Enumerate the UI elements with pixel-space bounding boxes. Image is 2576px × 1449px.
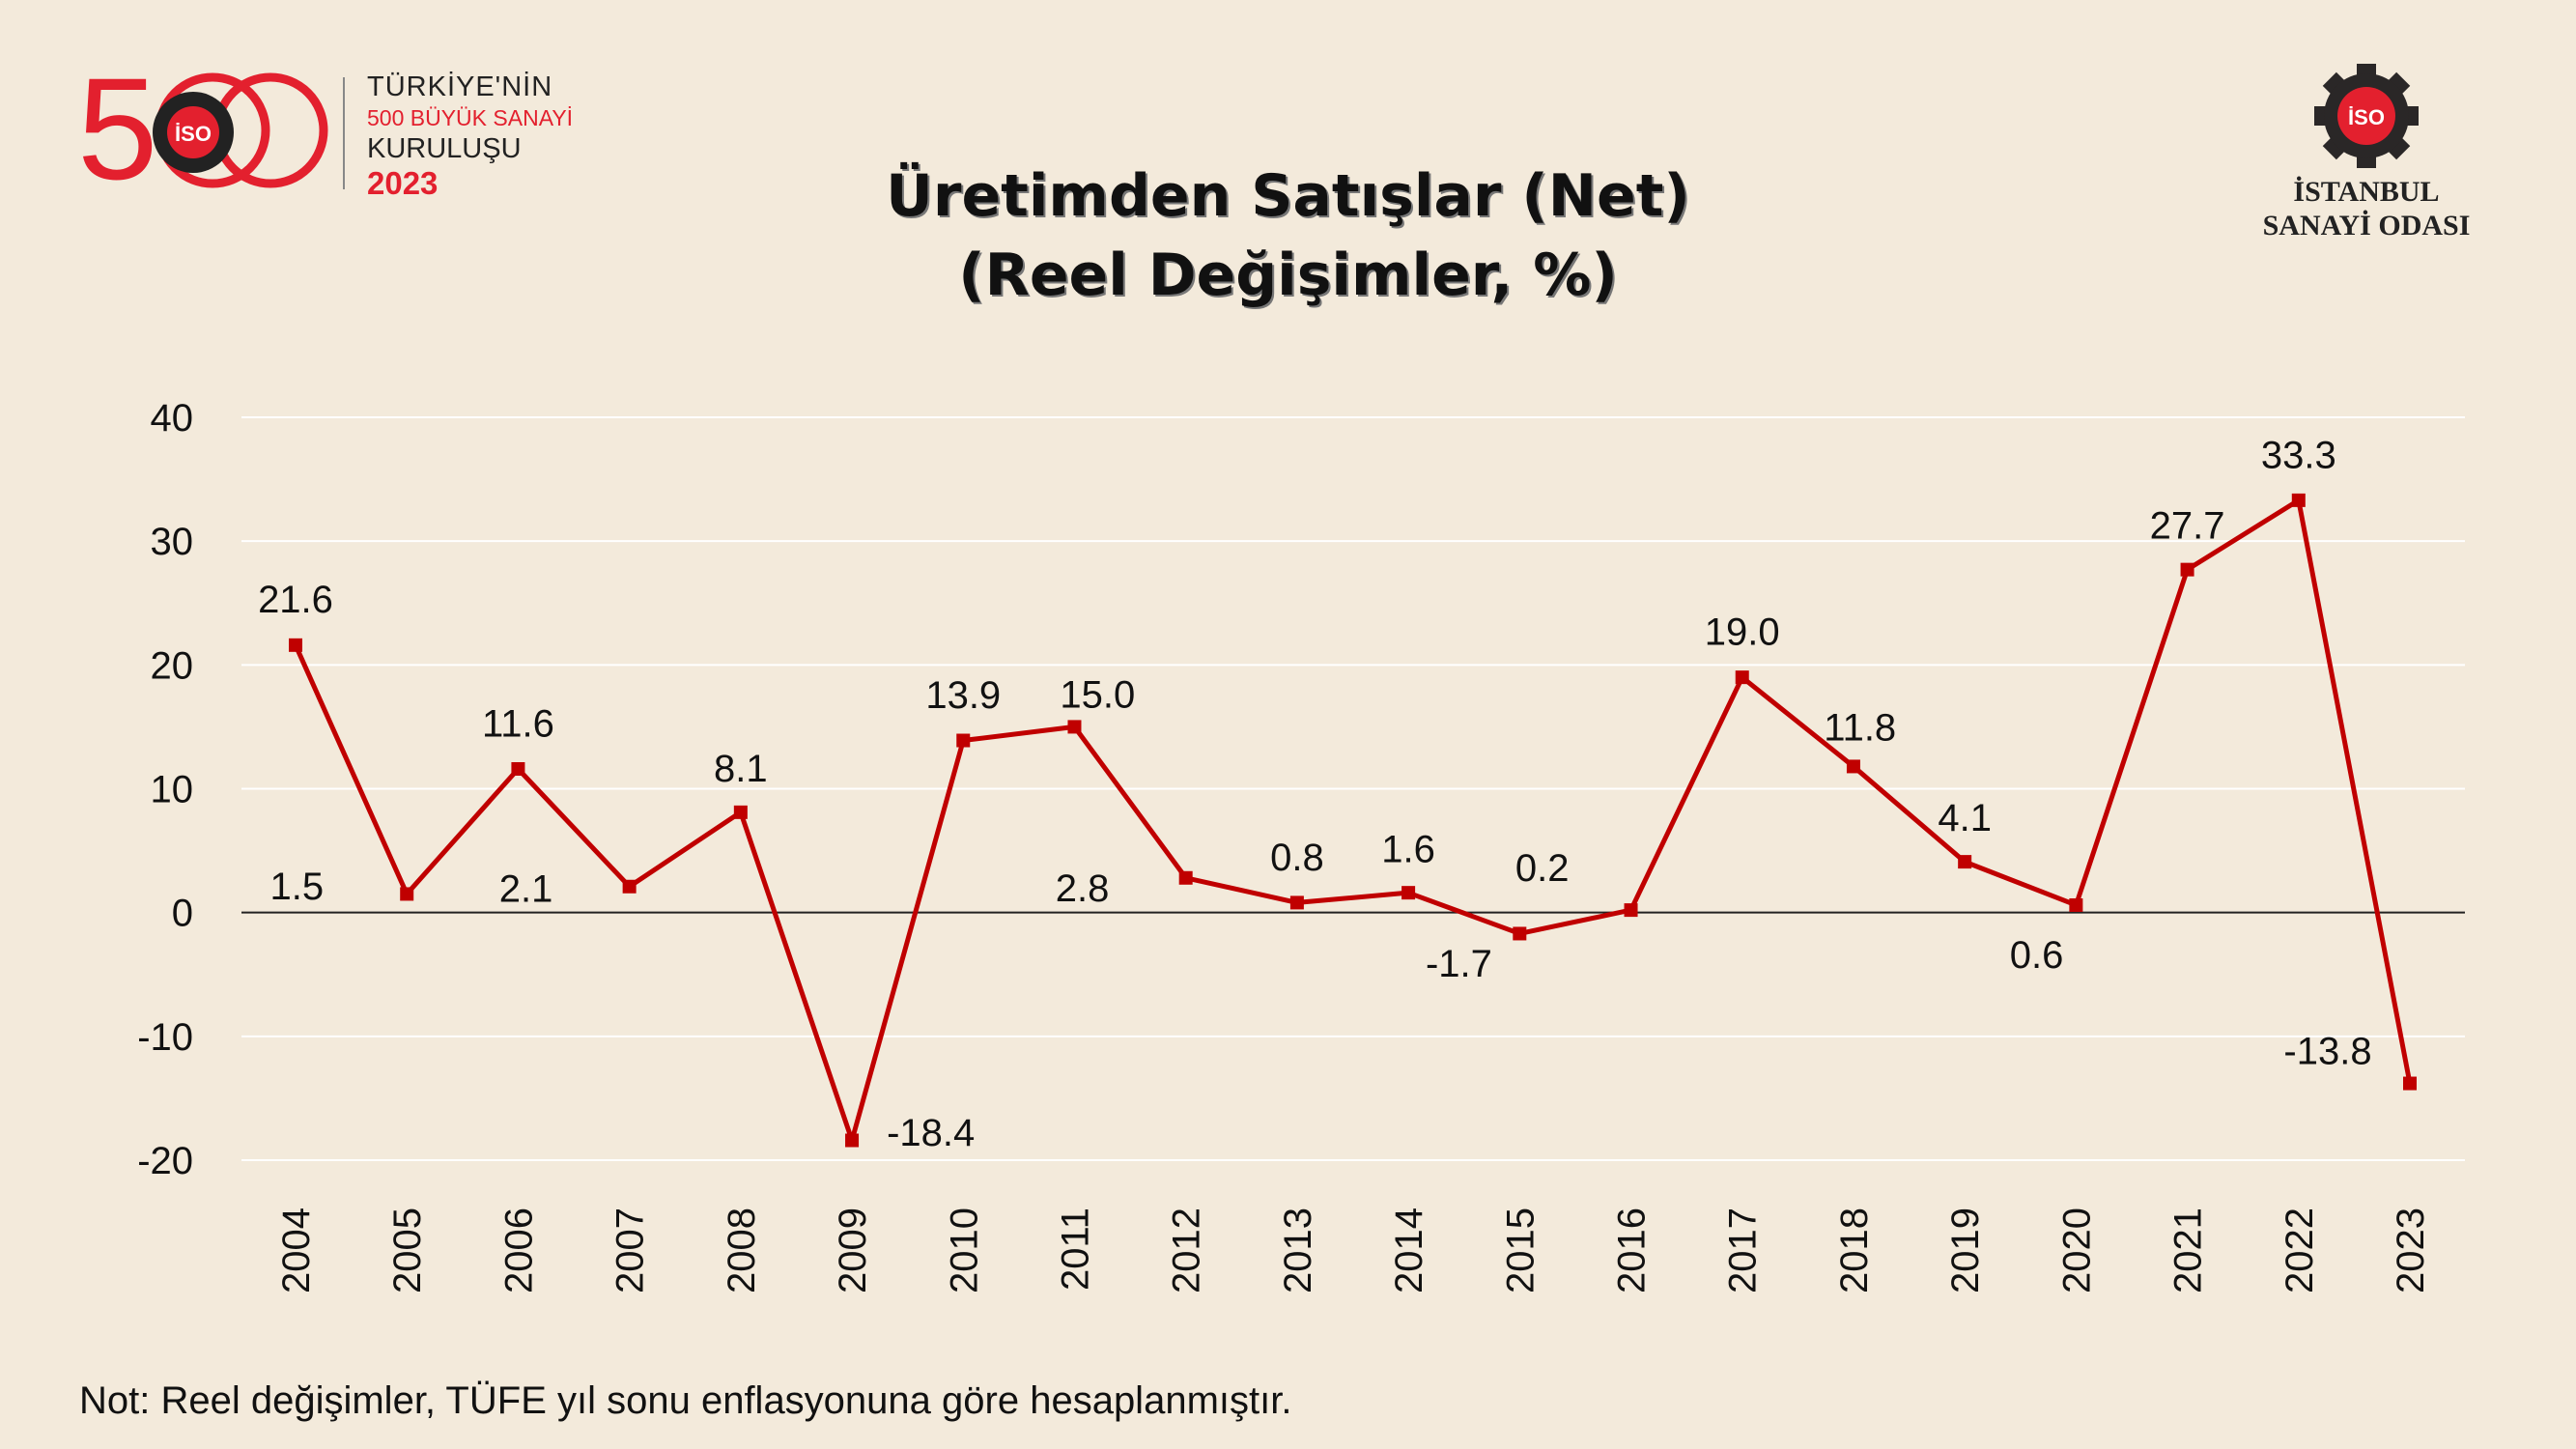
data-label: 11.8 (1824, 707, 1896, 750)
x-tick-label: 2011 (1054, 1208, 1096, 1291)
data-label: 13.9 (925, 674, 1001, 717)
y-tick-label: -20 (137, 1140, 193, 1182)
data-label: 4.1 (1938, 797, 1992, 839)
footnote: Not: Reel değişimler, TÜFE yıl sonu enfl… (79, 1379, 1292, 1422)
x-tick-label: 2014 (1388, 1208, 1430, 1293)
x-tick-label: 2007 (609, 1208, 652, 1293)
data-label: 27.7 (2150, 505, 2225, 548)
org-name-line-2: SANAYİ ODASI (2262, 210, 2471, 242)
x-tick-label: 2018 (1833, 1208, 1876, 1293)
x-tick-label: 2008 (721, 1208, 763, 1293)
data-point (511, 761, 525, 776)
x-tick-label: 2009 (832, 1208, 874, 1293)
x-tick-label: 2012 (1166, 1208, 1208, 1293)
x-tick-label: 2015 (1499, 1208, 1542, 1293)
data-point (956, 733, 971, 748)
x-tick-label: 2023 (2390, 1208, 2432, 1293)
y-tick-label: 10 (151, 769, 194, 811)
x-tick-label: 2021 (2167, 1208, 2210, 1293)
logo-left-text: TÜRKİYE'NİN 500 BÜYÜK SANAYİ KURULUŞU 20… (367, 71, 574, 201)
logo-line-1: TÜRKİYE'NİN (367, 71, 553, 102)
y-tick-label: -10 (137, 1016, 193, 1059)
data-label: -1.7 (1426, 943, 1492, 985)
data-point (1846, 759, 1860, 774)
data-point (845, 1133, 860, 1148)
x-tick-label: 2010 (943, 1208, 985, 1293)
data-point (733, 805, 748, 819)
org-name-line-1: İSTANBUL (2293, 176, 2440, 208)
data-label: 8.1 (714, 748, 768, 790)
chart-subtitle: (Reel Değişimler, %) (958, 242, 1618, 309)
data-label: 1.5 (270, 866, 325, 908)
data-point (2180, 562, 2194, 577)
data-label: 33.3 (2261, 434, 2336, 476)
data-label: 11.6 (482, 702, 554, 745)
data-point (1513, 926, 1527, 941)
svg-text:İSO: İSO (175, 122, 212, 146)
data-label: 19.0 (1705, 611, 1780, 654)
chart-title: Üretimden Satışlar (Net) (886, 162, 1690, 230)
data-label: 15.0 (1060, 673, 1135, 716)
svg-text:İSO: İSO (2348, 105, 2385, 129)
x-tick-label: 2022 (2279, 1208, 2321, 1293)
data-label: -18.4 (887, 1112, 975, 1154)
logo-line-2: 500 BÜYÜK SANAYİ (367, 105, 574, 130)
x-tick-label: 2005 (386, 1208, 429, 1293)
data-point (1735, 670, 1749, 685)
data-label: 0.8 (1270, 837, 1324, 879)
data-label: 0.6 (2010, 934, 2064, 977)
data-label: 1.6 (1381, 828, 1435, 870)
data-point (622, 879, 637, 894)
x-tick-label: 2006 (497, 1208, 540, 1293)
data-point (1624, 903, 1638, 918)
logo-line-3: KURULUŞU (367, 133, 522, 164)
data-label: 21.6 (258, 579, 333, 621)
data-point (2069, 897, 2083, 912)
iso-500-logo: 5 İSO (77, 47, 328, 210)
svg-text:5: 5 (77, 68, 157, 193)
data-label: -13.8 (2283, 1031, 2371, 1073)
data-point (289, 638, 302, 652)
y-tick-label: 0 (172, 893, 193, 935)
x-tick-label: 2020 (2055, 1208, 2098, 1293)
x-tick-label: 2017 (1722, 1208, 1765, 1293)
data-label: 0.2 (1515, 847, 1570, 890)
x-tick-label: 2013 (1277, 1208, 1319, 1293)
data-point (1067, 720, 1082, 734)
data-point (1289, 895, 1304, 910)
y-tick-label: 20 (151, 644, 194, 687)
data-point (2291, 493, 2306, 507)
data-label: 2.1 (499, 867, 553, 910)
x-tick-label: 2019 (1944, 1208, 1987, 1293)
data-point (2403, 1076, 2417, 1091)
logo-year: 2023 (367, 165, 439, 201)
data-point (1958, 855, 1972, 869)
x-tick-label: 2016 (1611, 1208, 1654, 1293)
data-point (1401, 886, 1416, 900)
series-line (293, 497, 2413, 1143)
iso-gear-logo: İSO (2313, 63, 2420, 174)
y-tick-label: 30 (151, 521, 194, 563)
logo-divider (343, 77, 345, 189)
data-point (1178, 870, 1193, 885)
y-tick-label: 40 (151, 397, 194, 440)
data-label: 2.8 (1056, 867, 1110, 910)
data-point (400, 887, 414, 901)
x-tick-label: 2004 (275, 1208, 318, 1293)
